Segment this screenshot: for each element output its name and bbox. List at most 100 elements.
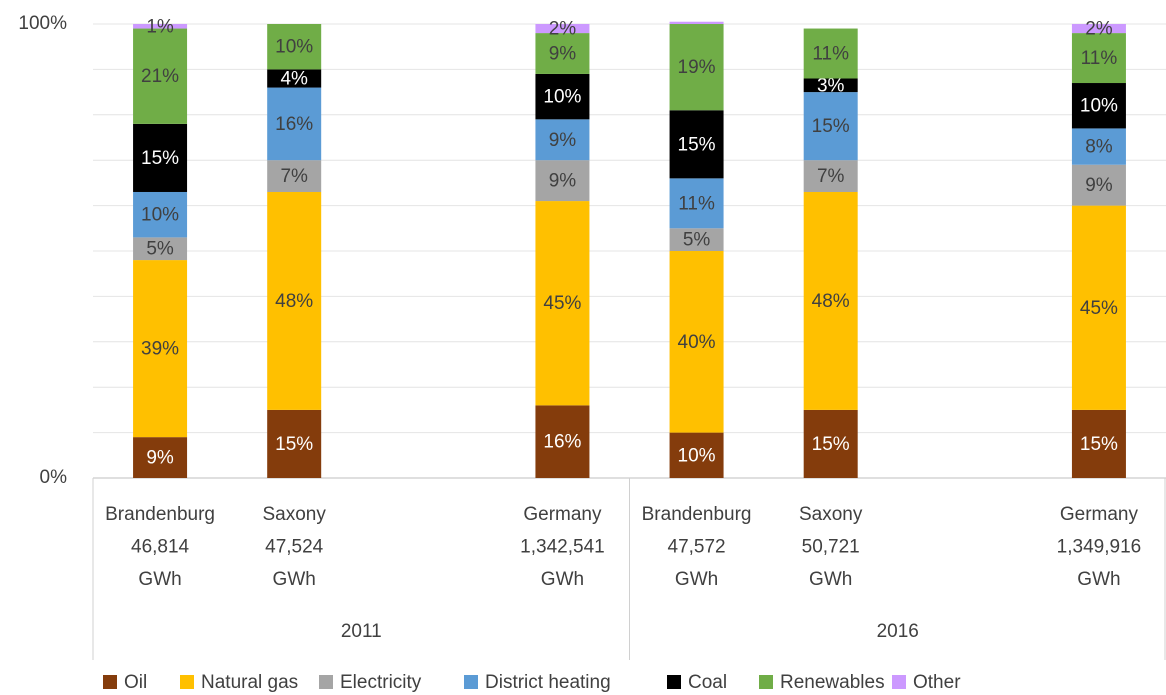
data-label: 45% [1080,298,1118,319]
bar-segment [267,87,322,161]
x-tick-label: Brandenburg [105,504,215,525]
x-tick-label: 1,349,916 [1057,537,1142,558]
bar-segment [535,73,590,120]
legend-label: Renewables [780,672,885,693]
bar-segment [267,409,322,478]
data-label: 16% [543,432,581,453]
data-label: 11% [1081,48,1118,69]
x-tick-label: 46,814 [131,537,190,558]
legend-swatch [892,675,906,689]
data-label: 9% [1085,175,1113,196]
data-label: 3% [817,75,845,96]
data-label: 15% [275,434,313,455]
bar-segment [1071,409,1126,478]
x-tick-label: Brandenburg [642,504,752,525]
data-label: 15% [141,148,179,169]
bar-segment [1071,205,1126,410]
bar-segment [535,160,590,202]
legend-label: Coal [688,672,727,693]
data-label: 9% [549,130,577,151]
data-label: 9% [549,171,577,192]
data-label: 10% [678,445,716,466]
bar-segment [803,409,858,478]
data-label: 2% [549,19,577,40]
legend-label: District heating [485,672,611,693]
bar-segment [669,432,724,478]
bar-segment [133,28,188,124]
y-tick-label: 100% [18,13,67,34]
data-label: 10% [275,37,313,58]
bar-segment [133,237,188,261]
data-label: 15% [1080,434,1118,455]
bar-segment [535,24,590,34]
legend-label: Oil [124,672,147,693]
legend-swatch [464,675,478,689]
data-label: 21% [141,66,179,87]
data-label: 15% [812,116,850,137]
bar-segment [803,92,858,161]
bar-segment [669,21,724,24]
legend-swatch [319,675,333,689]
x-tick-label: 47,524 [265,537,324,558]
bar-segment [669,110,724,179]
bar-segment [267,160,322,192]
data-label: 11% [678,193,715,214]
data-label: 16% [275,114,313,135]
legend-swatch [759,675,773,689]
x-tick-label: 47,572 [668,537,726,558]
data-label: 9% [146,448,174,469]
group-label: 2016 [877,621,919,642]
data-label: 39% [141,339,179,360]
data-label: 48% [275,291,313,312]
y-tick-label: 0% [40,467,68,488]
bar-segment [133,437,188,478]
x-tick-label: Germany [523,504,602,525]
bar-segment [669,178,724,229]
x-tick-label: GWh [1077,569,1120,590]
bar-segment [1071,128,1126,165]
x-tick-label: Saxony [799,504,863,525]
data-label: 7% [280,166,308,187]
bar-segment [267,69,322,88]
bar-segment [803,191,858,410]
data-label: 8% [1085,137,1113,158]
data-label: 9% [549,44,577,65]
data-label: 7% [817,166,845,187]
bar-segment [669,251,724,433]
bar-segment [133,123,188,192]
data-label: 19% [678,57,716,78]
bar-segment [133,24,188,29]
x-tick-label: GWh [675,569,718,590]
data-label: 10% [141,205,179,226]
x-tick-label: GWh [138,569,181,590]
x-tick-label: Germany [1060,504,1139,525]
bar-segment [1071,33,1126,84]
data-label: 40% [678,332,716,353]
x-tick-label: 1,342,541 [520,537,605,558]
legend-swatch [667,675,681,689]
legend-label: Electricity [340,672,422,693]
data-label: 10% [543,87,581,108]
data-label: 48% [812,291,850,312]
data-label: 45% [543,293,581,314]
x-tick-label: GWh [809,569,852,590]
bar-segment [803,28,858,79]
bar-segment [1071,83,1126,129]
legend-swatch [103,675,117,689]
x-tick-label: 50,721 [802,537,860,558]
bar-segment [803,78,858,93]
data-label: 15% [678,134,716,155]
bar-segment [267,191,322,410]
data-label: 4% [280,68,308,89]
bar-segment [535,405,590,478]
bar-segment [803,160,858,192]
x-tick-label: GWh [273,569,316,590]
data-label: 15% [812,434,850,455]
legend-label: Other [913,672,961,693]
legend-label: Natural gas [201,672,298,693]
x-tick-label: Saxony [263,504,327,525]
bar-segment [669,228,724,251]
bar-segment [1071,164,1126,206]
bar-segment [133,260,188,438]
bar-segment [267,24,322,70]
